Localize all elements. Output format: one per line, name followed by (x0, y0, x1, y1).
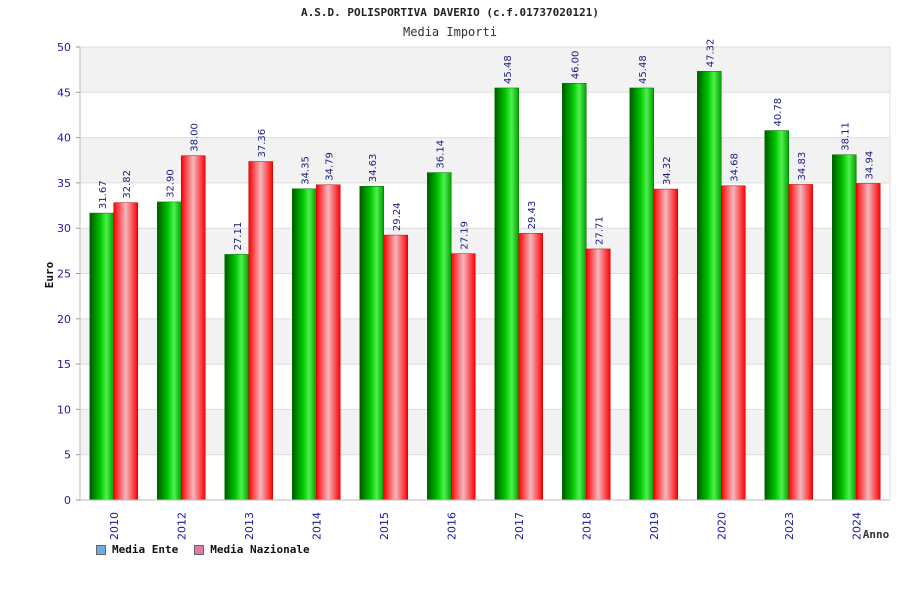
legend-label-ente: Media Ente (112, 543, 179, 556)
plot-band (80, 92, 890, 138)
y-tick-label: 0 (64, 494, 71, 507)
data-label: 45.48 (503, 55, 514, 84)
y-tick-label: 10 (57, 403, 71, 416)
chart-title: A.S.D. POLISPORTIVA DAVERIO (c.f.0173702… (300, 6, 599, 19)
chart-subtitle: Media Importi (403, 25, 497, 39)
x-tick-label: 2015 (378, 512, 391, 540)
x-tick-label: 2024 (850, 512, 863, 540)
data-labels-group: 31.67 32.82 32.90 38.00 27.11 37.36 34.35 34.79… (98, 39, 876, 251)
data-label: 27.71 (594, 216, 605, 245)
plot-band (80, 454, 890, 500)
bar-ente-2013 (224, 254, 249, 501)
y-tick-label: 40 (57, 132, 71, 145)
bar-ente-2018 (562, 82, 587, 501)
bar-ente-2014 (292, 188, 317, 501)
data-label: 34.32 (662, 156, 673, 185)
data-label: 38.11 (840, 122, 851, 151)
data-label: 34.35 (300, 156, 311, 185)
bar-nazionale-2010 (113, 202, 138, 501)
bar-nazionale-2015 (383, 234, 408, 501)
legend-swatch-nazionale (194, 544, 205, 555)
x-tick-label: 2014 (310, 512, 323, 540)
x-tick-label: 2020 (715, 512, 728, 540)
bar-ente-2017 (494, 87, 519, 501)
x-axis-label: Anno (863, 528, 890, 541)
plot-band (80, 318, 890, 365)
bar-nazionale-2020 (721, 185, 746, 501)
x-tick-label: 2016 (445, 512, 458, 540)
data-label: 27.11 (233, 222, 244, 251)
plot-band (80, 364, 890, 410)
legend-item-nazionale: Media Nazionale (194, 543, 310, 556)
data-label: 29.24 (392, 202, 403, 231)
plot-band (80, 409, 890, 455)
legend-swatch-ente (96, 544, 106, 555)
bar-nazionale-2024 (856, 183, 881, 501)
data-label: 46.00 (570, 51, 581, 80)
data-label: 34.63 (368, 154, 379, 183)
bar-nazionale-2018 (586, 248, 611, 501)
data-label: 38.00 (189, 123, 200, 152)
data-label: 29.43 (527, 201, 538, 230)
y-tick-label: 15 (57, 358, 71, 371)
data-label: 32.90 (165, 169, 176, 198)
plot-band (80, 47, 890, 93)
bar-nazionale-2023 (788, 184, 813, 501)
bar-ente-2010 (89, 212, 114, 501)
data-label: 45.48 (638, 55, 649, 84)
bar-ente-2023 (764, 130, 789, 501)
y-axis-label: Euro (43, 261, 56, 288)
bar-ente-2020 (697, 71, 722, 501)
plot-background (80, 47, 890, 500)
x-tick-label: 2019 (648, 512, 661, 540)
bar-ente-2012 (157, 201, 182, 501)
data-label: 34.94 (864, 151, 875, 180)
data-label: 34.79 (324, 152, 335, 181)
y-tick-label: 5 (64, 449, 71, 462)
x-tick-label: 2013 (243, 512, 256, 540)
y-tick-label: 50 (57, 41, 71, 54)
data-label: 31.67 (98, 180, 109, 209)
legend-item-ente: Media Ente (96, 543, 178, 556)
plot-band (80, 137, 890, 183)
bar-nazionale-2012 (181, 155, 206, 501)
bar-ente-2015 (359, 186, 384, 501)
data-label: 40.78 (773, 98, 784, 127)
bar-nazionale-2017 (518, 233, 543, 501)
y-tick-label: 20 (57, 313, 71, 326)
bar-nazionale-2019 (653, 188, 678, 501)
bar-ente-2024 (832, 154, 857, 501)
data-label: 36.14 (435, 140, 446, 169)
data-label: 32.82 (122, 170, 133, 199)
x-tick-label: 2010 (108, 512, 121, 540)
data-label: 34.68 (729, 153, 740, 182)
y-tick-label: 25 (57, 268, 71, 281)
x-tick-label: 2023 (783, 512, 796, 540)
y-tick-label: 45 (57, 86, 71, 99)
data-label: 27.19 (459, 221, 470, 250)
data-label: 34.83 (797, 152, 808, 181)
axes-group: 0 5 10 15 20 25 30 35 40 45 50 2010 2012 2013 2014 2015… (57, 41, 891, 540)
data-label: 37.36 (257, 129, 268, 158)
bar-nazionale-2013 (248, 161, 273, 501)
x-tick-label: 2012 (175, 512, 188, 540)
legend: Media Ente Media Nazionale (96, 543, 310, 556)
plot-band (80, 228, 890, 274)
plot-band (80, 182, 890, 229)
bar-nazionale-2016 (451, 253, 476, 501)
x-tick-label: 2017 (513, 512, 526, 540)
plot-band (80, 273, 890, 319)
y-tick-label: 35 (57, 177, 71, 190)
x-tick-label: 2018 (580, 512, 593, 540)
y-tick-label: 30 (57, 222, 71, 235)
legend-label-nazionale: Media Nazionale (210, 543, 310, 556)
bar-ente-2019 (629, 87, 654, 501)
bar-nazionale-2014 (316, 184, 341, 501)
bar-ente-2016 (427, 172, 452, 501)
data-label: 47.32 (705, 39, 716, 68)
bars-group (89, 71, 881, 501)
